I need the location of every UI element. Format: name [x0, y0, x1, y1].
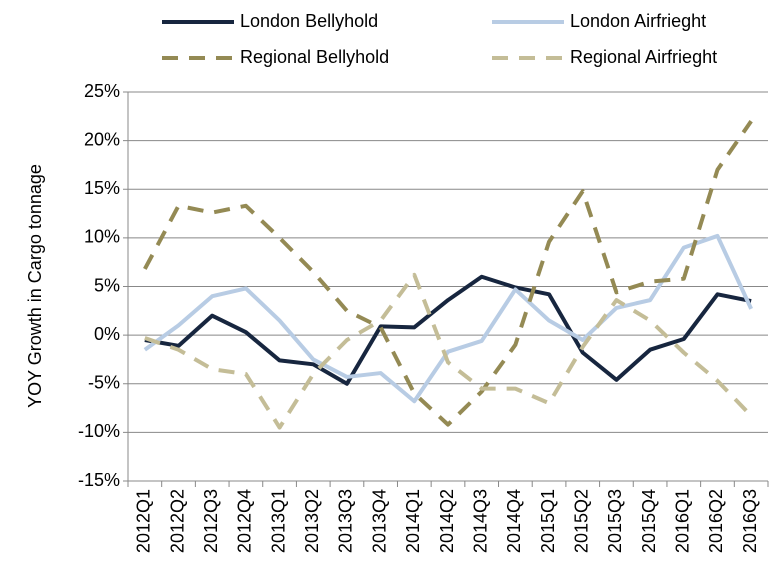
x-tick-label: 2015Q1 — [538, 489, 558, 553]
series-line — [143, 120, 753, 427]
x-tick-label: 2012Q3 — [201, 489, 221, 553]
y-tick-label: 5% — [94, 275, 120, 295]
x-tick-label: 2014Q2 — [437, 489, 457, 553]
x-tick-label: 2015Q3 — [605, 489, 625, 553]
legend-label: London Bellyhold — [240, 11, 378, 31]
series-line — [144, 274, 752, 386]
x-tick-label: 2016Q1 — [673, 489, 693, 553]
y-tick-label: 0% — [94, 324, 120, 344]
x-tick-label: 2014Q1 — [403, 489, 423, 553]
x-tick-label: 2016Q3 — [740, 489, 760, 553]
y-tick-label: -5% — [88, 373, 120, 393]
x-tick-label: 2014Q3 — [470, 489, 490, 553]
legend-label: Regional Airfrieght — [570, 47, 717, 67]
x-tick-label: 2013Q1 — [268, 489, 288, 553]
x-tick-label: 2013Q3 — [336, 489, 356, 553]
legend-label: Regional Bellyhold — [240, 47, 389, 67]
y-axis-label: YOY Growth in Cargo tonnage — [25, 164, 45, 408]
series-line — [144, 272, 753, 430]
y-tick-label: 10% — [84, 227, 120, 247]
y-tick-label: 20% — [84, 129, 120, 149]
series-line — [143, 233, 753, 404]
x-tick-label: 2013Q2 — [302, 489, 322, 553]
x-tick-label: 2013Q4 — [369, 489, 389, 553]
x-tick-label: 2012Q1 — [134, 489, 154, 553]
x-tick-label: 2016Q2 — [706, 489, 726, 553]
y-tick-label: 25% — [84, 81, 120, 101]
y-tick-label: -15% — [78, 470, 120, 490]
legend-label: London Airfrieght — [570, 11, 706, 31]
x-tick-label: 2012Q4 — [235, 489, 255, 553]
x-tick-label: 2015Q4 — [639, 489, 659, 553]
x-tick-label: 2015Q2 — [571, 489, 591, 553]
x-tick-label: 2012Q2 — [167, 489, 187, 553]
y-tick-label: -10% — [78, 421, 120, 441]
y-tick-label: 15% — [84, 178, 120, 198]
x-tick-label: 2014Q4 — [504, 489, 524, 553]
